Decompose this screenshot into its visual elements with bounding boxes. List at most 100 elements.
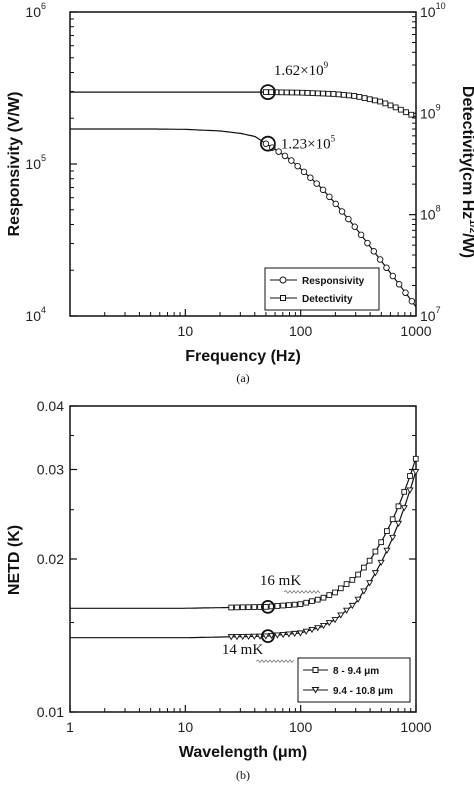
netd-9-4-10-8-point bbox=[314, 625, 322, 632]
netd-9-4-10-8-point bbox=[233, 634, 241, 641]
netd-9-4-10-8-point bbox=[319, 623, 328, 630]
detectivity-point bbox=[304, 90, 311, 96]
annotation-responsivity-value: 1.23×105 bbox=[281, 134, 336, 153]
panel-a-x-axis-label: Frequency (Hz) bbox=[185, 348, 301, 365]
detectivity-point bbox=[335, 91, 342, 98]
panel-a-legend: Responsivity Detectivity bbox=[264, 267, 380, 311]
netd-9-4-10-8-point bbox=[285, 631, 293, 638]
panel-a-y-axis-label: Responsivity (V/W) bbox=[6, 92, 23, 237]
panel-b-x-tick-label: 10 bbox=[178, 719, 194, 735]
annotation-16mk: 16 mK bbox=[260, 573, 301, 589]
annotation-circle-responsivity bbox=[260, 135, 276, 152]
responsivity-point bbox=[262, 140, 270, 147]
detectivity-point bbox=[351, 93, 358, 99]
netd-8-9-4-point bbox=[361, 564, 367, 571]
legend-label-detectivity: Detectivity bbox=[302, 294, 353, 305]
netd-9-4-10-8-point bbox=[389, 534, 397, 542]
responsivity-point bbox=[294, 162, 301, 170]
netd-9-4-10-8-point bbox=[366, 580, 374, 587]
responsivity-point bbox=[357, 231, 365, 239]
responsivity-point bbox=[345, 215, 352, 223]
detectivity-point bbox=[289, 89, 295, 96]
panel-a-caption: (a) bbox=[236, 371, 249, 385]
netd-8-9-4-point bbox=[355, 571, 361, 578]
netd-8-9-4-point bbox=[372, 548, 379, 555]
responsivity-point bbox=[275, 148, 282, 155]
netd-8-9-4-point bbox=[412, 455, 419, 462]
panel-b-y-tick-label: 0.02 bbox=[37, 551, 64, 567]
panel-a-y2-tick-label: 108 bbox=[420, 204, 441, 223]
responsivity-point bbox=[408, 297, 416, 305]
panel-b-y-axis-label: NETD (K) bbox=[6, 525, 23, 595]
panel-b-x-axis-label: Wavelength (μm) bbox=[179, 744, 307, 761]
panel-b-caption: (b) bbox=[236, 768, 250, 782]
netd-9-4-10-8-point bbox=[308, 627, 316, 634]
netd-8-9-4-point bbox=[280, 602, 286, 609]
netd-8-9-4-line bbox=[70, 457, 417, 609]
detectivity-point bbox=[408, 111, 415, 118]
detectivity-point bbox=[330, 91, 337, 97]
responsivity-point bbox=[395, 281, 403, 288]
netd-9-4-10-8-point bbox=[406, 487, 414, 494]
responsivity-point bbox=[389, 272, 397, 280]
responsivity-point bbox=[376, 256, 384, 263]
annotation-16mk-underline bbox=[283, 590, 321, 594]
annotation-circle-detectivity bbox=[260, 84, 276, 101]
annotation-circle-14mk bbox=[261, 629, 275, 644]
netd-9-4-10-8-point bbox=[302, 628, 310, 635]
netd-9-4-10-8-point bbox=[342, 607, 351, 614]
panel-b-ticks: 1 10 100 1000 0.01 0.02 0.03 0.04 bbox=[37, 398, 432, 735]
responsivity-point bbox=[383, 264, 390, 272]
netd-9-4-10-8-point bbox=[279, 631, 287, 639]
netd-9-4-10-8-point bbox=[291, 630, 299, 638]
responsivity-point bbox=[313, 180, 320, 187]
panel-a-y-tick-label: 106 bbox=[25, 1, 46, 20]
netd-9-4-10-8-point bbox=[337, 612, 345, 619]
detectivity-point bbox=[294, 89, 300, 96]
netd-9-4-10-8-point bbox=[377, 559, 385, 567]
detectivity-point bbox=[263, 89, 269, 95]
responsivity-point bbox=[332, 200, 339, 208]
detectivity-point bbox=[278, 89, 285, 96]
legend-label-9-4-10-8: 9.4 - 10.8 μm bbox=[333, 686, 393, 697]
netd-8-9-4-point bbox=[314, 596, 321, 603]
annotation-14mk-underline bbox=[255, 659, 295, 663]
netd-8-9-4-point bbox=[401, 488, 408, 495]
panel-b-y-tick-label: 0.01 bbox=[37, 704, 64, 720]
detectivity-point bbox=[361, 95, 368, 101]
netd-8-9-4-point bbox=[337, 585, 344, 592]
responsivity-point bbox=[364, 239, 371, 247]
netd-9-4-10-8-point bbox=[360, 588, 368, 595]
netd-8-9-4-point bbox=[349, 577, 356, 583]
detectivity-point bbox=[299, 89, 306, 96]
netd-8-9-4-point bbox=[228, 604, 235, 611]
panel-a-x-tick-label: 100 bbox=[289, 323, 313, 339]
panel-a-series bbox=[70, 89, 417, 308]
netd-8-9-4-point bbox=[291, 601, 298, 608]
detectivity-point bbox=[346, 92, 352, 99]
netd-9-4-10-8-point bbox=[383, 547, 391, 554]
annotation-circle-16mk bbox=[261, 599, 275, 614]
detectivity-point bbox=[387, 102, 394, 109]
responsivity-line bbox=[70, 128, 417, 308]
panel-b-x-tick-label: 1000 bbox=[400, 719, 431, 735]
netd-9-4-10-8-point bbox=[371, 570, 379, 577]
panel-a-y2-tick-label: 107 bbox=[420, 305, 441, 324]
netd-9-4-10-8-point bbox=[262, 633, 270, 640]
detectivity-point bbox=[325, 90, 332, 97]
annotation-detectivity-value: 1.62×109 bbox=[274, 60, 329, 79]
panel-a-x-tick-label: 1000 bbox=[400, 323, 431, 339]
netd-9-4-10-8-point bbox=[250, 633, 258, 640]
netd-8-9-4-point bbox=[326, 592, 333, 598]
netd-8-9-4-point bbox=[286, 602, 292, 608]
netd-9-4-10-8-point bbox=[348, 602, 356, 610]
detectivity-point bbox=[377, 98, 383, 105]
netd-8-9-4-point bbox=[251, 604, 258, 610]
netd-9-4-10-8-point bbox=[325, 620, 333, 627]
detectivity-point bbox=[309, 90, 316, 96]
netd-8-9-4-point bbox=[395, 503, 402, 510]
netd-8-9-4-point bbox=[234, 604, 240, 611]
panel-a-y-tick-label: 104 bbox=[25, 305, 46, 324]
detectivity-point bbox=[392, 104, 399, 111]
detectivity-point bbox=[340, 92, 347, 98]
